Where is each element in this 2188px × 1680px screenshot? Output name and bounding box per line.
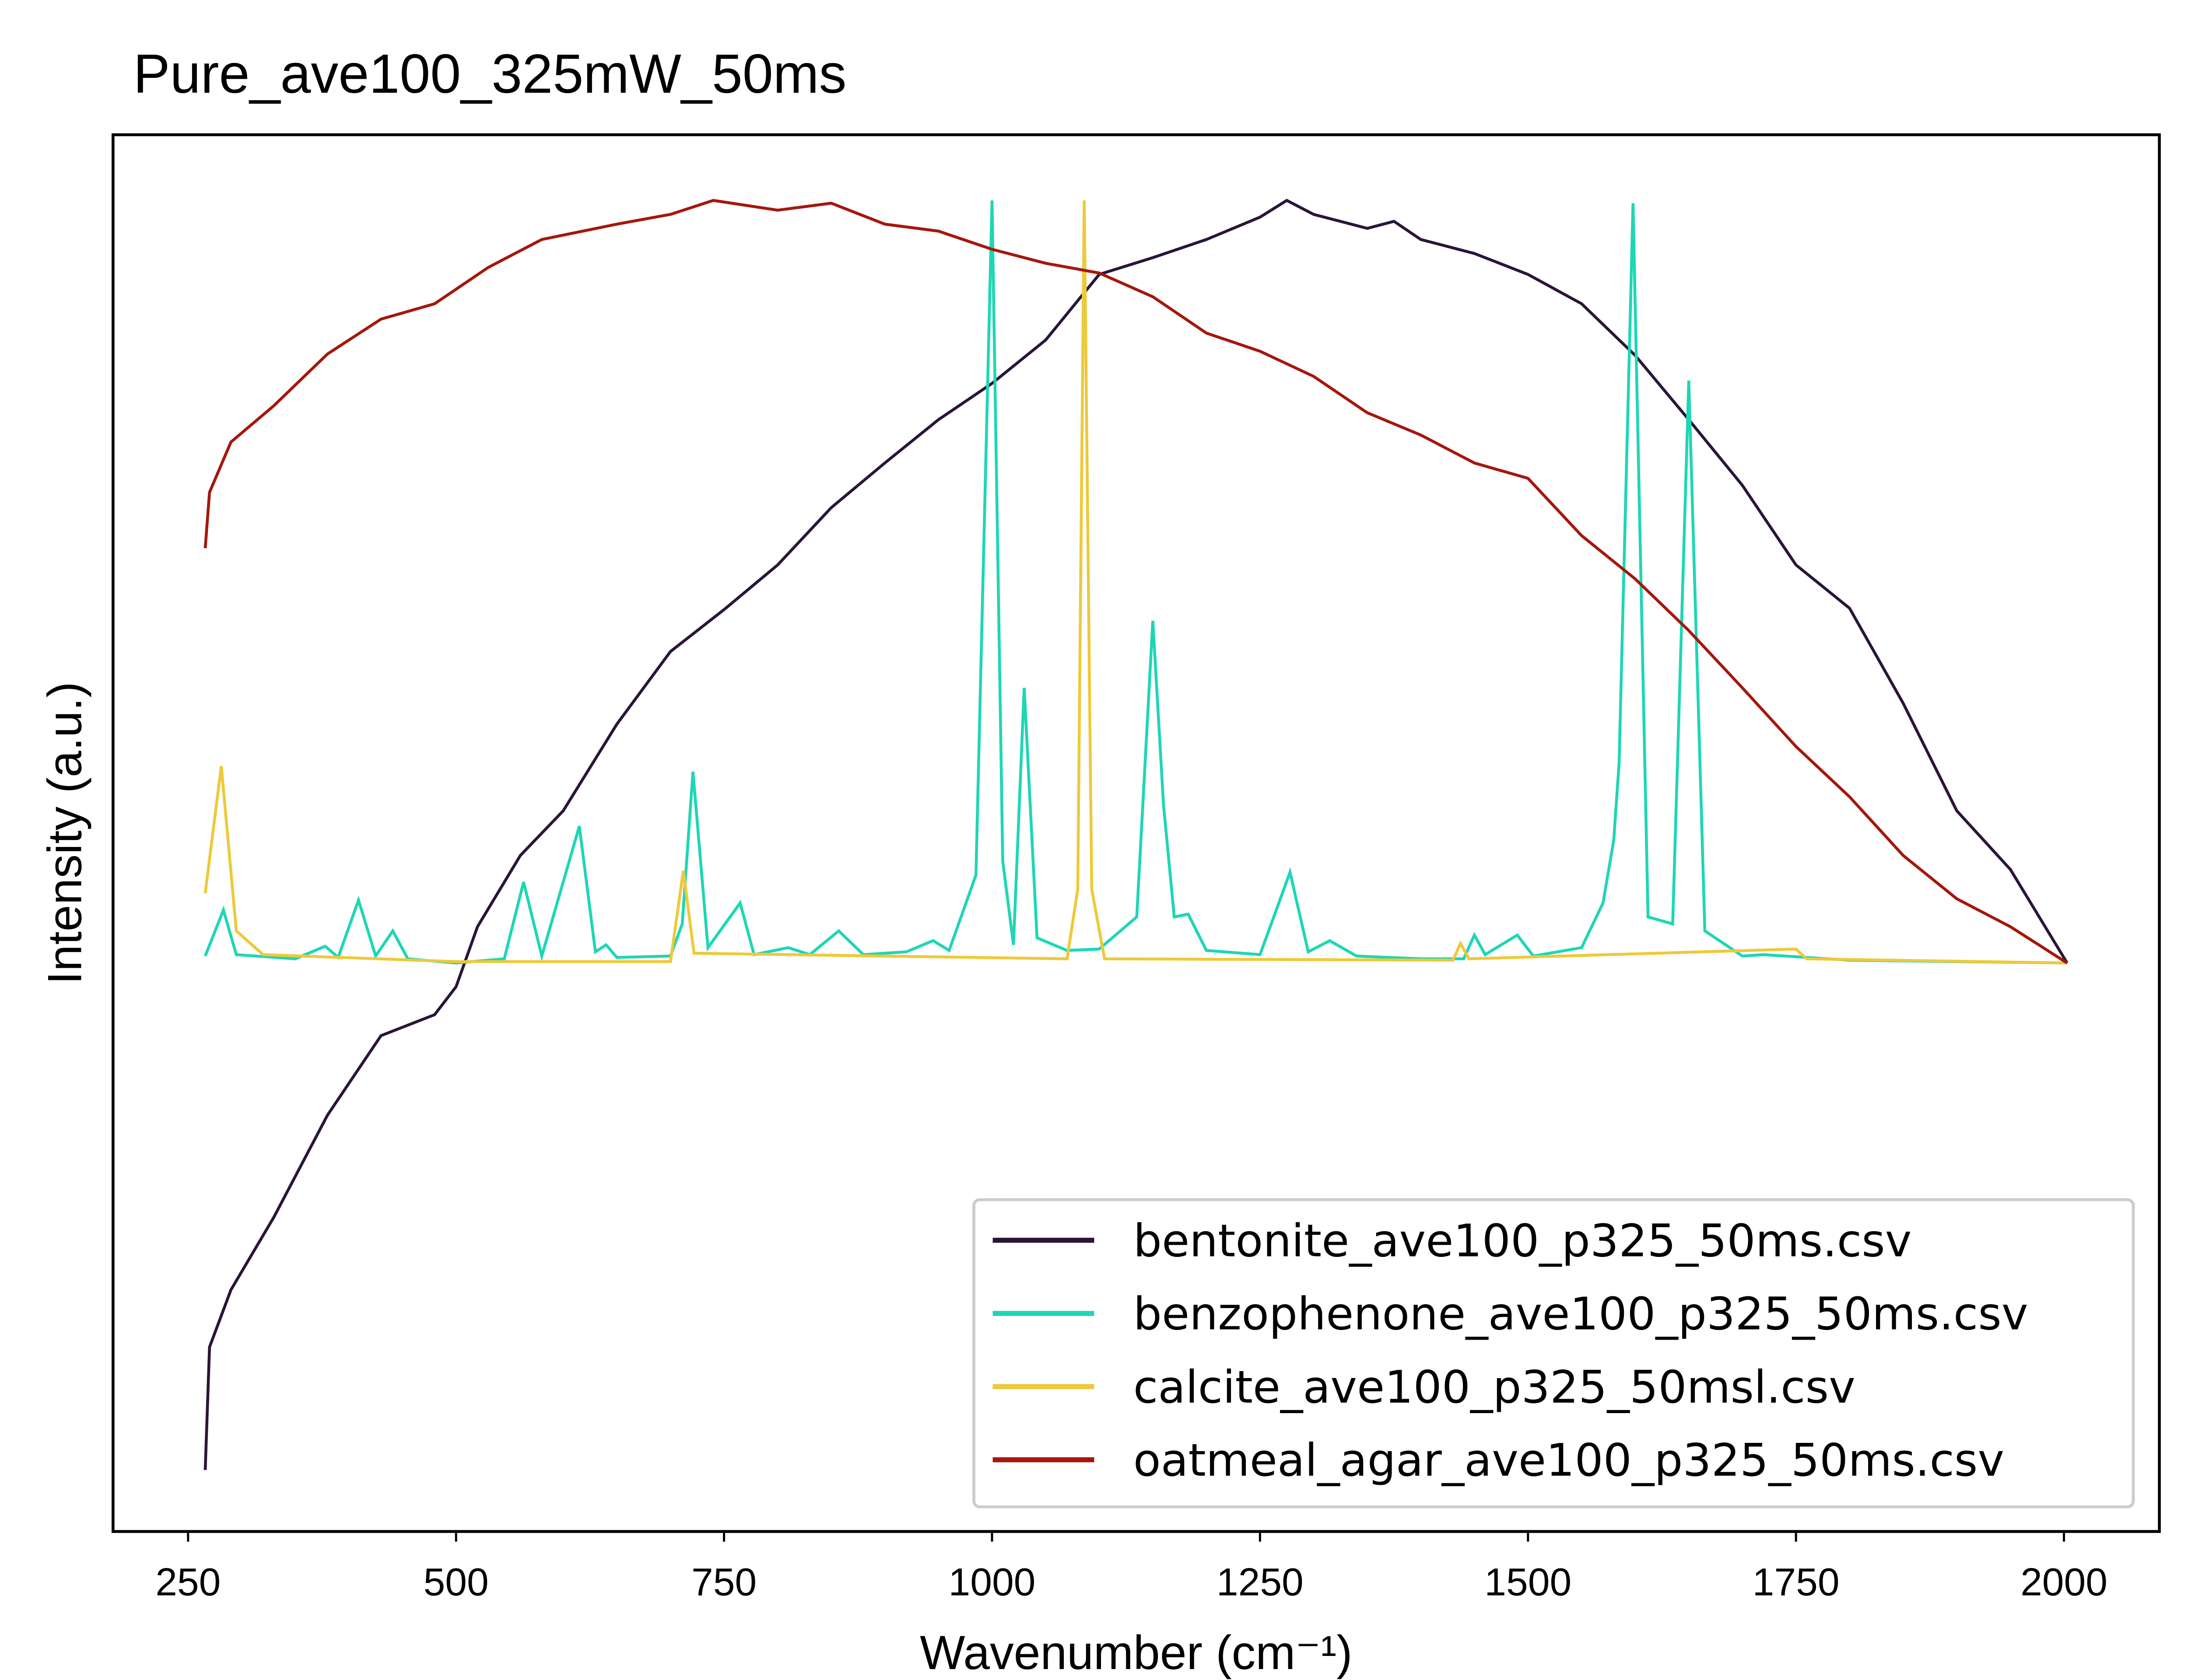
line-series (203, 200, 2067, 965)
x-tick-label: 500 (424, 1560, 489, 1603)
line-series (203, 200, 2067, 965)
x-tick-label: 1500 (1484, 1560, 1571, 1603)
chart-title: Pure_ave100_325mW_50ms (133, 43, 847, 105)
x-tick-label: 2000 (2020, 1560, 2107, 1603)
legend-label: oatmeal_agar_ave100_p325_50ms.csv (1133, 1435, 2004, 1487)
legend-box (972, 1198, 2135, 1508)
line-series (203, 199, 2068, 964)
legend-label: calcite_ave100_p325_50msl.csv (1133, 1362, 1855, 1414)
x-tick-label: 250 (155, 1560, 221, 1603)
x-tick-label: 750 (691, 1560, 757, 1603)
x-tick-label: 1250 (1217, 1560, 1304, 1603)
legend-label: bentonite_ave100_p325_50ms.csv (1133, 1215, 1912, 1267)
x-tick-label: 1000 (949, 1560, 1036, 1603)
x-tick-label: 1750 (1753, 1560, 1840, 1603)
plot-frame (112, 133, 2161, 1533)
x-axis-label: Wavenumber (cm⁻¹) (920, 1626, 1353, 1680)
y-axis-label: Intensity (a.u.) (38, 682, 91, 984)
legend-label: benzophenone_ave100_p325_50ms.csv (1133, 1288, 2028, 1340)
